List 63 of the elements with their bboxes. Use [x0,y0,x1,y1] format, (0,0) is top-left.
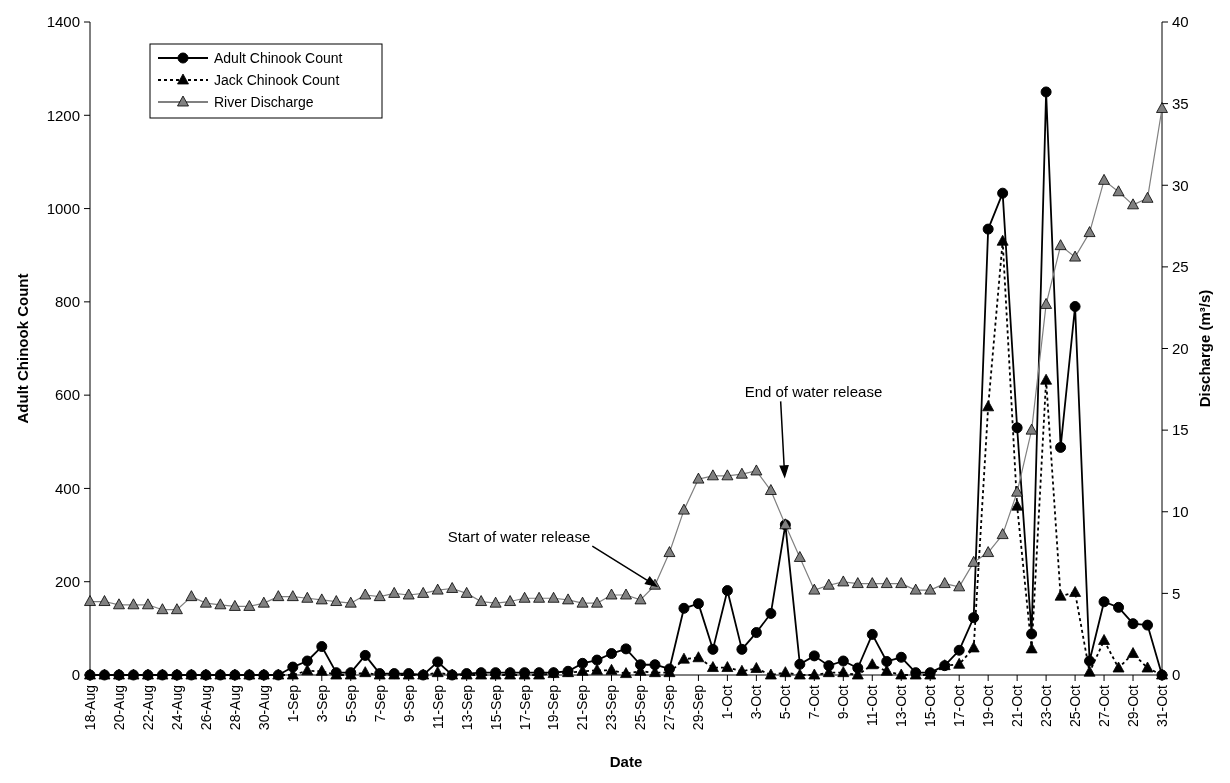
x-tick-label: 1-Sep [284,684,301,723]
y-tick-label: 1200 [46,106,80,124]
x-tick-label: 26-Aug [197,685,214,731]
x-tick-label: 23-Oct [1038,684,1055,728]
x-tick-label: 22-Aug [139,685,156,731]
y2-tick-label: 10 [1172,503,1189,520]
x-tick-label: 30-Aug [255,685,272,731]
x-tick-label: 31-Oct [1153,684,1170,728]
x-tick-label: 23-Sep [603,684,620,731]
y2-tick-label: 0 [1172,666,1181,684]
x-tick-label: 27-Sep [661,684,678,731]
x-tick-label: 7-Oct [806,684,823,720]
x-tick-label: 5-Oct [777,684,794,720]
x-tick-label: 17-Oct [951,684,968,728]
x-tick-label: 25-Oct [1066,684,1083,728]
x-tick-label: 19-Sep [545,684,562,731]
y-tick-label: 0 [71,666,80,684]
x-tick-label: 24-Aug [168,685,185,731]
x-tick-label: 9-Oct [835,684,852,720]
x-tick-label: 21-Sep [574,684,591,731]
x-axis-title: Date [609,753,643,770]
x-tick-label: 13-Sep [458,684,475,731]
x-tick-label: 11-Sep [429,684,446,730]
x-tick-label: 18-Aug [81,685,98,731]
x-tick-label: 7-Sep [371,684,388,723]
x-tick-label: 1-Oct [719,684,736,720]
y2-tick-label: 20 [1172,339,1189,357]
x-tick-label: 9-Sep [400,684,417,723]
y2-tick-label: 35 [1172,94,1189,112]
legend-label: Adult Chinook Count [214,49,343,66]
y-axis-title: Adult Chinook Count [14,273,31,424]
y-tick-label: 600 [54,386,80,404]
x-tick-label: 27-Oct [1095,684,1112,728]
x-tick-label: 20-Aug [110,685,127,731]
y-tick-label: 1400 [46,13,80,31]
annotation: End of water release [744,383,883,401]
legend-label: Jack Chinook Count [214,71,340,88]
y2-axis-title: Discharge (m³/s) [1196,289,1213,408]
x-tick-label: 15-Oct [922,684,939,728]
x-tick-label: 11-Oct [864,684,881,726]
x-tick-label: 21-Oct [1009,684,1026,728]
x-tick-label: 19-Oct [980,684,997,728]
x-tick-label: 29-Sep [690,684,707,731]
x-tick-label: 3-Oct [748,684,765,720]
x-tick-label: 25-Sep [632,684,649,731]
x-tick-label: 28-Aug [226,685,243,731]
x-tick-label: 3-Sep [313,684,330,723]
y2-tick-label: 5 [1172,584,1181,602]
x-tick-label: 17-Sep [516,684,533,731]
y2-tick-label: 15 [1172,421,1189,439]
y2-tick-label: 30 [1172,176,1189,194]
y2-tick-label: 25 [1172,258,1189,276]
x-tick-label: 15-Sep [487,684,504,731]
x-tick-label: 29-Oct [1124,684,1141,728]
legend-label: River Discharge [214,93,314,110]
x-tick-label: 13-Oct [893,684,910,728]
annotation: Start of water release [447,528,591,546]
y-tick-label: 400 [54,479,80,497]
y2-tick-label: 40 [1172,13,1189,31]
x-tick-label: 5-Sep [342,684,359,723]
y-tick-label: 1000 [46,199,80,217]
y-tick-label: 800 [54,293,80,311]
y-tick-label: 200 [54,572,80,590]
